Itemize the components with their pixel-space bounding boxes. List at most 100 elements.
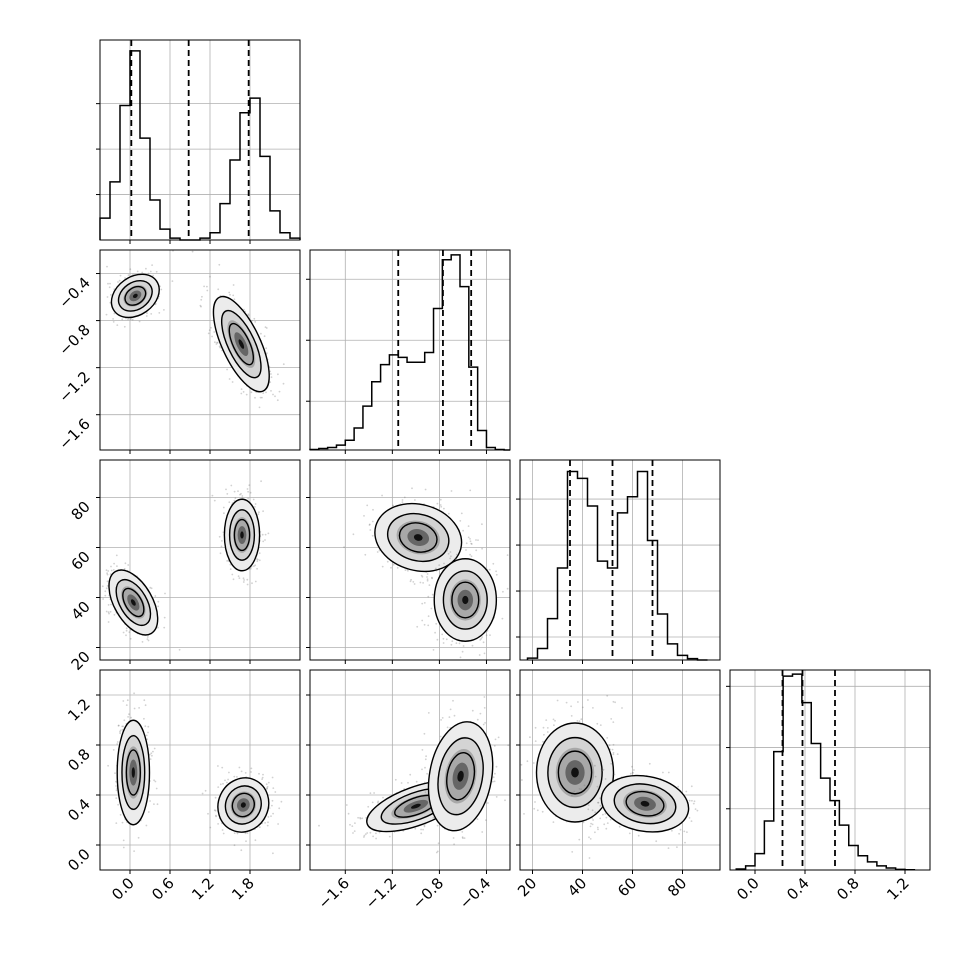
sample-point bbox=[149, 270, 152, 273]
sample-point bbox=[427, 615, 430, 618]
sample-point bbox=[178, 648, 181, 651]
sample-point bbox=[116, 324, 119, 326]
sample-point bbox=[206, 289, 209, 292]
sample-point bbox=[109, 610, 112, 613]
sample-point bbox=[423, 825, 426, 828]
sample-point bbox=[570, 705, 572, 708]
sample-point bbox=[494, 738, 497, 741]
sample-point bbox=[247, 313, 250, 316]
sample-point bbox=[276, 399, 279, 402]
sample-point bbox=[616, 753, 619, 755]
sample-point bbox=[264, 539, 266, 541]
sample-point bbox=[101, 585, 104, 588]
sample-point bbox=[222, 506, 225, 509]
sample-point bbox=[247, 314, 250, 317]
sample-point bbox=[229, 568, 232, 570]
sample-point bbox=[502, 590, 504, 593]
sample-point bbox=[373, 792, 375, 794]
sample-point bbox=[110, 603, 112, 606]
panel-frame bbox=[99, 249, 301, 451]
sample-point bbox=[628, 832, 631, 835]
sample-point bbox=[157, 626, 159, 629]
sample-point bbox=[141, 641, 144, 643]
sample-point bbox=[263, 335, 266, 338]
sample-point bbox=[460, 512, 463, 515]
sample-point bbox=[242, 577, 245, 580]
sample-point bbox=[439, 504, 442, 506]
sample-point bbox=[102, 598, 104, 600]
sample-point bbox=[240, 388, 243, 390]
sample-point bbox=[254, 321, 257, 323]
sample-point bbox=[260, 332, 262, 335]
sample-point bbox=[233, 298, 236, 301]
sample-point bbox=[420, 832, 423, 835]
sample-point bbox=[481, 523, 483, 526]
sample-point bbox=[121, 725, 124, 728]
sample-point bbox=[631, 765, 633, 768]
sample-point bbox=[439, 498, 442, 501]
contour-line-0-2 bbox=[125, 749, 141, 796]
sample-point bbox=[115, 785, 117, 787]
sample-point bbox=[462, 645, 465, 647]
sample-point bbox=[495, 570, 497, 573]
sample-point bbox=[436, 638, 439, 641]
sample-point bbox=[110, 294, 112, 296]
contour-line-0-0 bbox=[535, 722, 615, 823]
sample-point bbox=[414, 499, 416, 501]
sample-point bbox=[272, 393, 274, 396]
sample-point bbox=[467, 525, 470, 527]
panel-background bbox=[730, 670, 930, 870]
contour-line-1-2 bbox=[231, 792, 256, 818]
sample-point bbox=[440, 505, 443, 508]
sample-point bbox=[578, 720, 581, 723]
sample-point bbox=[153, 747, 156, 750]
sample-point bbox=[422, 582, 424, 584]
sample-point bbox=[421, 749, 424, 751]
sample-point bbox=[452, 837, 455, 839]
sample-point bbox=[93, 573, 95, 575]
sample-point bbox=[238, 577, 241, 579]
sample-point bbox=[127, 716, 129, 718]
sample-point bbox=[152, 274, 155, 277]
sample-point bbox=[394, 778, 397, 781]
sample-point bbox=[150, 587, 153, 590]
sample-point bbox=[430, 607, 433, 610]
sample-point bbox=[354, 822, 356, 824]
sample-point bbox=[483, 652, 486, 655]
sample-point bbox=[272, 787, 275, 789]
sample-point bbox=[266, 824, 269, 827]
sample-point bbox=[225, 488, 227, 491]
sample-point bbox=[366, 504, 369, 507]
sample-point bbox=[250, 767, 253, 770]
sample-point bbox=[448, 716, 451, 718]
sample-point bbox=[153, 779, 156, 782]
sample-point bbox=[605, 816, 608, 819]
sample-point bbox=[515, 753, 517, 755]
sample-point bbox=[233, 490, 236, 493]
sample-point bbox=[349, 823, 351, 826]
sample-point bbox=[409, 773, 412, 776]
sample-point bbox=[599, 797, 602, 800]
sample-point bbox=[587, 699, 589, 701]
sample-point bbox=[264, 533, 267, 536]
sample-point bbox=[211, 335, 214, 338]
sample-point bbox=[447, 512, 450, 515]
sample-point bbox=[219, 346, 222, 349]
sample-point bbox=[261, 778, 263, 780]
sample-point bbox=[245, 840, 247, 843]
sample-point bbox=[207, 332, 210, 335]
sample-point bbox=[534, 801, 536, 803]
sample-point bbox=[270, 376, 273, 379]
sample-point bbox=[481, 547, 483, 550]
sample-point bbox=[258, 406, 261, 409]
sample-point bbox=[381, 494, 383, 497]
sample-point bbox=[226, 560, 229, 562]
sample-point bbox=[565, 701, 568, 704]
sample-point bbox=[251, 582, 253, 585]
sample-point bbox=[207, 812, 209, 815]
sample-point bbox=[109, 573, 112, 576]
sample-point bbox=[158, 312, 161, 314]
sample-point bbox=[199, 304, 202, 307]
sample-point bbox=[229, 293, 231, 296]
sample-point bbox=[552, 821, 555, 823]
